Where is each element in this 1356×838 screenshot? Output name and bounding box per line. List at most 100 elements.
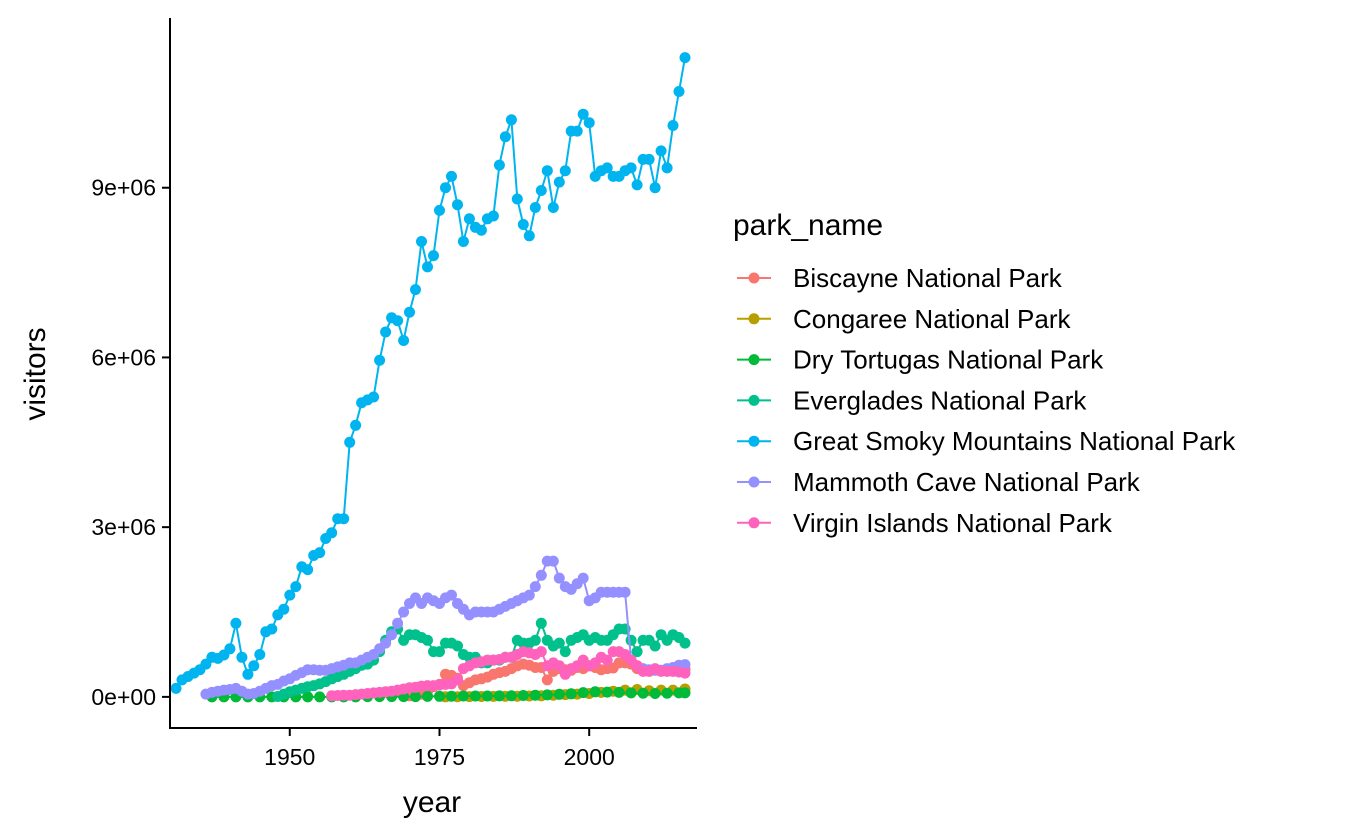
data-point bbox=[493, 159, 505, 171]
x-ticks: 1950 1975 2000 bbox=[264, 728, 615, 770]
data-point bbox=[350, 419, 362, 431]
data-point bbox=[547, 202, 559, 213]
data-point bbox=[553, 176, 565, 188]
data-point bbox=[422, 690, 433, 702]
data-point bbox=[529, 581, 541, 593]
data-point bbox=[422, 634, 433, 646]
data-point bbox=[565, 688, 577, 700]
data-point bbox=[673, 86, 685, 97]
legend-items: Biscayne National Park Congaree National … bbox=[737, 263, 1236, 538]
data-point bbox=[541, 689, 553, 701]
y-axis-title: visitors bbox=[19, 327, 52, 420]
data-point bbox=[452, 199, 463, 211]
data-point bbox=[559, 165, 571, 177]
data-point bbox=[529, 634, 541, 646]
data-point bbox=[553, 660, 565, 672]
data-point bbox=[236, 651, 248, 663]
data-point bbox=[541, 674, 553, 686]
data-point bbox=[481, 690, 493, 702]
data-point bbox=[547, 555, 559, 567]
legend-item: Dry Tortugas National Park bbox=[737, 345, 1104, 375]
legend-item: Congaree National Park bbox=[737, 304, 1071, 334]
legend-label: Everglades National Park bbox=[793, 385, 1087, 415]
data-point bbox=[517, 690, 529, 701]
data-point bbox=[667, 120, 679, 131]
legend-label: Mammoth Cave National Park bbox=[793, 467, 1141, 497]
y-ticks: 0e+00 3e+06 6e+06 9e+06 bbox=[91, 175, 170, 710]
data-point bbox=[344, 436, 356, 448]
data-point bbox=[649, 688, 661, 699]
data-point bbox=[625, 687, 637, 699]
data-point bbox=[434, 204, 445, 216]
legend-label: Virgin Islands National Park bbox=[793, 508, 1113, 538]
data-point bbox=[505, 114, 517, 126]
data-point bbox=[224, 643, 236, 655]
data-point bbox=[529, 689, 541, 701]
data-point bbox=[386, 629, 398, 641]
data-point bbox=[649, 182, 661, 194]
data-point bbox=[326, 527, 338, 539]
data-point bbox=[368, 391, 380, 403]
data-point bbox=[452, 674, 463, 686]
data-point bbox=[446, 690, 457, 702]
legend-title: park_name bbox=[733, 209, 883, 242]
data-point bbox=[619, 586, 631, 598]
data-point bbox=[661, 687, 673, 699]
data-point bbox=[452, 640, 463, 652]
data-point bbox=[434, 646, 445, 658]
data-point bbox=[278, 603, 290, 615]
data-point bbox=[517, 219, 529, 230]
data-point bbox=[553, 688, 565, 700]
legend-label: Great Smoky Mountains National Park bbox=[793, 426, 1236, 456]
data-point bbox=[577, 108, 589, 120]
y-tick-label: 6e+06 bbox=[91, 344, 156, 370]
data-point bbox=[463, 213, 475, 225]
x-tick-label: 2000 bbox=[564, 744, 615, 770]
x-tick-label: 1975 bbox=[414, 744, 465, 770]
data-point bbox=[422, 261, 433, 273]
series-virgin-islands-national-park bbox=[326, 646, 691, 702]
data-point bbox=[577, 687, 589, 699]
legend-item: Virgin Islands National Park bbox=[737, 508, 1113, 538]
data-point bbox=[404, 306, 415, 318]
data-point bbox=[440, 182, 451, 194]
series-layer bbox=[170, 52, 691, 703]
data-point bbox=[553, 572, 565, 584]
data-point bbox=[374, 354, 386, 366]
data-point bbox=[284, 589, 296, 601]
legend-item: Great Smoky Mountains National Park bbox=[737, 426, 1236, 456]
data-point bbox=[242, 668, 254, 680]
data-point bbox=[398, 606, 410, 618]
data-point bbox=[631, 179, 643, 191]
data-point bbox=[535, 617, 547, 629]
legend-label: Dry Tortugas National Park bbox=[793, 345, 1104, 375]
data-point bbox=[248, 660, 260, 672]
legend-key-point bbox=[748, 313, 760, 325]
series-great-smoky-mountains-national-park bbox=[170, 52, 691, 694]
data-point bbox=[493, 690, 505, 702]
data-point bbox=[625, 634, 637, 646]
data-point bbox=[655, 145, 667, 157]
data-point bbox=[535, 569, 547, 581]
x-tick-label: 1950 bbox=[264, 744, 315, 770]
data-point bbox=[649, 640, 661, 652]
data-point bbox=[601, 686, 613, 698]
data-point bbox=[553, 637, 565, 649]
data-point bbox=[583, 117, 595, 129]
data-point bbox=[679, 687, 691, 699]
data-point bbox=[577, 572, 589, 584]
data-point bbox=[523, 589, 535, 601]
data-point bbox=[457, 690, 469, 702]
data-point bbox=[601, 654, 613, 666]
legend-label: Biscayne National Park bbox=[793, 263, 1063, 293]
legend-key-point bbox=[748, 476, 760, 488]
data-point bbox=[428, 250, 439, 262]
plot-area: 1950 1975 2000 0e+00 3e+06 6e+06 9e+06 bbox=[91, 18, 697, 770]
data-point bbox=[625, 162, 637, 174]
y-tick-label: 9e+06 bbox=[91, 175, 156, 201]
data-point bbox=[679, 659, 691, 671]
data-point bbox=[254, 649, 266, 660]
data-point bbox=[679, 637, 691, 649]
data-point bbox=[266, 623, 278, 635]
